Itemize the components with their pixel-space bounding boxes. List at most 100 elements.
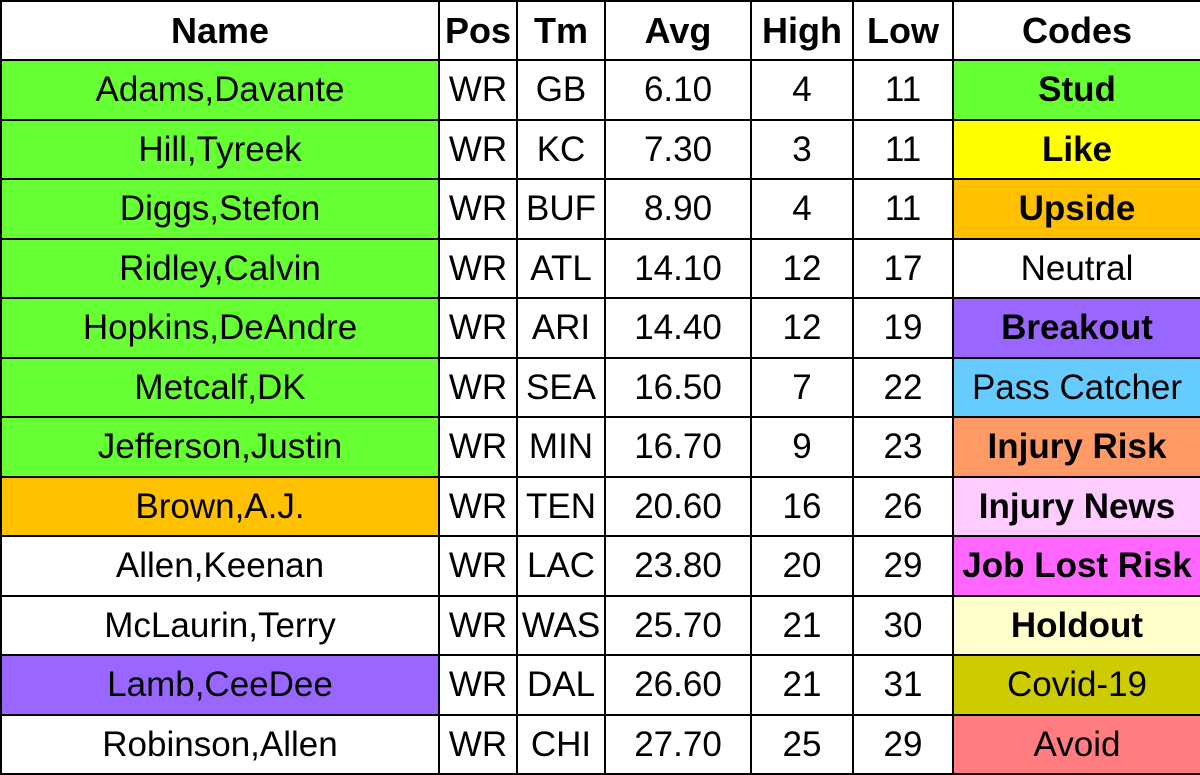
low-rank-cell: 17 [852,237,954,299]
high-rank-cell: 21 [750,654,854,716]
player-name-cell: Hill,Tyreek [0,118,440,180]
high-rank-cell: 21 [750,594,854,656]
header-low: Low [852,0,954,61]
table-row: Hill,Tyreek WR KC 7.30 3 11 Like [0,118,1200,180]
low-rank-cell: 29 [852,713,954,775]
avg-rank-cell: 27.70 [604,713,752,775]
high-rank-cell: 25 [750,713,854,775]
table-row: Jefferson,Justin WR MIN 16.70 9 23 Injury Risk [0,416,1200,478]
player-name-cell: Diggs,Stefon [0,178,440,240]
team-cell: LAC [516,535,606,597]
player-name-cell: Adams,Davante [0,59,440,121]
low-rank-cell: 26 [852,475,954,537]
team-cell: CHI [516,713,606,775]
avg-rank-cell: 14.10 [604,237,752,299]
table-row: Ridley,Calvin WR ATL 14.10 12 17 Neutral [0,237,1200,299]
low-rank-cell: 11 [852,178,954,240]
low-rank-cell: 11 [852,59,954,121]
table-row: Diggs,Stefon WR BUF 8.90 4 11 Upside [0,178,1200,240]
player-name-cell: Allen,Keenan [0,535,440,597]
low-rank-cell: 23 [852,416,954,478]
position-cell: WR [438,535,518,597]
high-rank-cell: 7 [750,356,854,418]
player-name-cell: Brown,A.J. [0,475,440,537]
avg-rank-cell: 26.60 [604,654,752,716]
position-cell: WR [438,178,518,240]
avg-rank-cell: 23.80 [604,535,752,597]
team-cell: TEN [516,475,606,537]
player-name-cell: Lamb,CeeDee [0,654,440,716]
low-rank-cell: 22 [852,356,954,418]
position-cell: WR [438,416,518,478]
avg-rank-cell: 8.90 [604,178,752,240]
position-cell: WR [438,118,518,180]
high-rank-cell: 9 [750,416,854,478]
team-cell: ARI [516,297,606,359]
low-rank-cell: 11 [852,118,954,180]
team-cell: GB [516,59,606,121]
player-name-cell: Ridley,Calvin [0,237,440,299]
avg-rank-cell: 16.50 [604,356,752,418]
code-cell: Neutral [952,237,1200,299]
code-cell: Pass Catcher [952,356,1200,418]
code-cell: Job Lost Risk [952,535,1200,597]
position-cell: WR [438,59,518,121]
table-row: Robinson,Allen WR CHI 27.70 25 29 Avoid [0,713,1200,775]
low-rank-cell: 30 [852,594,954,656]
code-cell: Injury News [952,475,1200,537]
header-team: Tm [516,0,606,61]
team-cell: MIN [516,416,606,478]
high-rank-cell: 20 [750,535,854,597]
avg-rank-cell: 20.60 [604,475,752,537]
code-cell: Avoid [952,713,1200,775]
player-name-cell: Hopkins,DeAndre [0,297,440,359]
position-cell: WR [438,297,518,359]
table-row: Allen,Keenan WR LAC 23.80 20 29 Job Lost Risk [0,535,1200,597]
avg-rank-cell: 16.70 [604,416,752,478]
team-cell: SEA [516,356,606,418]
low-rank-cell: 31 [852,654,954,716]
table-row: Lamb,CeeDee WR DAL 26.60 21 31 Covid-19 [0,654,1200,716]
header-codes: Codes [952,0,1200,61]
table-body: Adams,Davante WR GB 6.10 4 11 Stud Hill,Tyreek W… [0,59,1200,775]
header-name: Name [0,0,440,61]
team-cell: KC [516,118,606,180]
code-cell: Stud [952,59,1200,121]
high-rank-cell: 16 [750,475,854,537]
player-name-cell: Metcalf,DK [0,356,440,418]
table-row: Metcalf,DK WR SEA 16.50 7 22 Pass Catcher [0,356,1200,418]
team-cell: DAL [516,654,606,716]
high-rank-cell: 12 [750,237,854,299]
code-cell: Breakout [952,297,1200,359]
avg-rank-cell: 14.40 [604,297,752,359]
table-row: McLaurin,Terry WR WAS 25.70 21 30 Holdout [0,594,1200,656]
player-name-cell: Robinson,Allen [0,713,440,775]
code-cell: Covid-19 [952,654,1200,716]
table-row: Brown,A.J. WR TEN 20.60 16 26 Injury News [0,475,1200,537]
low-rank-cell: 19 [852,297,954,359]
header-row: Name Pos Tm Avg High Low Codes [0,0,1200,61]
table-row: Adams,Davante WR GB 6.10 4 11 Stud [0,59,1200,121]
high-rank-cell: 3 [750,118,854,180]
player-name-cell: Jefferson,Justin [0,416,440,478]
high-rank-cell: 12 [750,297,854,359]
avg-rank-cell: 6.10 [604,59,752,121]
low-rank-cell: 29 [852,535,954,597]
player-name-cell: McLaurin,Terry [0,594,440,656]
header-pos: Pos [438,0,518,61]
code-cell: Like [952,118,1200,180]
position-cell: WR [438,237,518,299]
table-row: Hopkins,DeAndre WR ARI 14.40 12 19 Breakout [0,297,1200,359]
high-rank-cell: 4 [750,178,854,240]
avg-rank-cell: 25.70 [604,594,752,656]
avg-rank-cell: 7.30 [604,118,752,180]
team-cell: ATL [516,237,606,299]
position-cell: WR [438,594,518,656]
code-cell: Upside [952,178,1200,240]
code-cell: Injury Risk [952,416,1200,478]
position-cell: WR [438,654,518,716]
position-cell: WR [438,475,518,537]
team-cell: BUF [516,178,606,240]
team-cell: WAS [516,594,606,656]
